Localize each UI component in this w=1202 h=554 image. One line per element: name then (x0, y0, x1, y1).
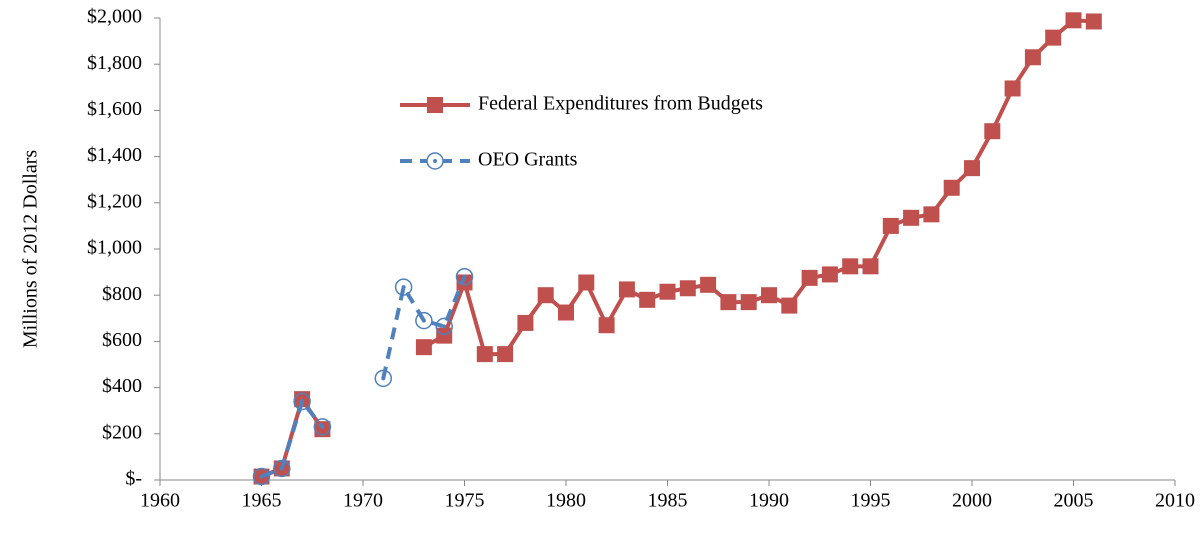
marker (415, 311, 433, 330)
marker (923, 206, 940, 223)
marker (720, 294, 737, 311)
y-tick-label: $800 (102, 283, 142, 305)
marker-dot (279, 466, 284, 471)
marker (781, 297, 798, 314)
marker (558, 304, 574, 321)
marker-dot (462, 274, 467, 279)
marker (1085, 13, 1102, 30)
marker-dot (300, 399, 305, 404)
marker (313, 418, 332, 436)
marker (1024, 49, 1041, 66)
y-tick-label: $1,400 (87, 144, 142, 166)
marker (252, 467, 271, 486)
legend-label: Federal Expenditures from Budgets (478, 93, 763, 115)
y-axis-label: Millions of 2012 Dollars (20, 150, 42, 349)
marker (456, 274, 473, 291)
marker (374, 369, 393, 388)
x-tick-label: 1995 (851, 490, 891, 512)
x-tick-label: 1965 (242, 490, 282, 512)
y-tick-label: $1,200 (87, 190, 142, 212)
y-tick-label: $1,800 (87, 52, 142, 74)
y-tick-label: $400 (102, 375, 142, 397)
x-tick-label: 2000 (952, 490, 992, 512)
marker (679, 280, 696, 297)
x-tick-label: 2010 (1155, 490, 1195, 512)
marker (578, 274, 595, 291)
marker (842, 258, 859, 275)
series-line (260, 18, 1094, 479)
marker (639, 291, 656, 308)
marker (821, 266, 838, 283)
marker-dot (259, 474, 264, 479)
marker (761, 287, 777, 304)
marker (537, 287, 554, 304)
x-tick-label: 1970 (343, 490, 383, 512)
y-tick-label: $- (125, 468, 142, 490)
y-tick-label: $200 (102, 421, 142, 443)
y-tick-label: $1,600 (87, 98, 142, 120)
x-tick-label: 1980 (546, 490, 586, 512)
legend-marker (427, 97, 443, 113)
marker (1045, 29, 1062, 46)
x-tick-label: 1975 (445, 490, 485, 512)
marker-dot (421, 318, 426, 323)
marker (476, 346, 493, 363)
marker (436, 327, 453, 344)
marker (740, 294, 757, 311)
marker (862, 258, 879, 275)
marker (435, 317, 453, 336)
marker (659, 283, 676, 300)
marker (497, 346, 514, 363)
x-tick-label: 1990 (749, 490, 789, 512)
marker (984, 123, 1001, 140)
marker (293, 392, 311, 411)
marker (1004, 80, 1021, 97)
marker-dot (320, 424, 325, 429)
marker (964, 160, 980, 177)
marker (882, 217, 899, 234)
legend-marker-dot (433, 159, 437, 163)
marker (598, 317, 615, 334)
marker-dot (442, 324, 447, 329)
marker (1065, 12, 1082, 29)
marker (903, 209, 920, 226)
x-tick-label: 1960 (140, 490, 180, 512)
marker (455, 267, 474, 286)
marker-dot (401, 285, 406, 290)
x-tick-label: 2005 (1054, 490, 1094, 512)
marker (517, 314, 534, 331)
y-tick-label: $600 (102, 329, 142, 351)
marker (943, 179, 960, 196)
marker (801, 269, 818, 286)
x-tick-label: 1985 (648, 490, 688, 512)
series-line (260, 275, 467, 479)
marker (273, 459, 291, 478)
y-tick-label: $2,000 (87, 6, 142, 28)
marker (415, 339, 432, 356)
y-tick-label: $1,000 (87, 237, 142, 259)
legend-label: OEO Grants (478, 149, 578, 171)
marker (700, 276, 717, 293)
marker-dot (381, 376, 386, 381)
marker (394, 278, 413, 296)
marker (618, 281, 635, 298)
